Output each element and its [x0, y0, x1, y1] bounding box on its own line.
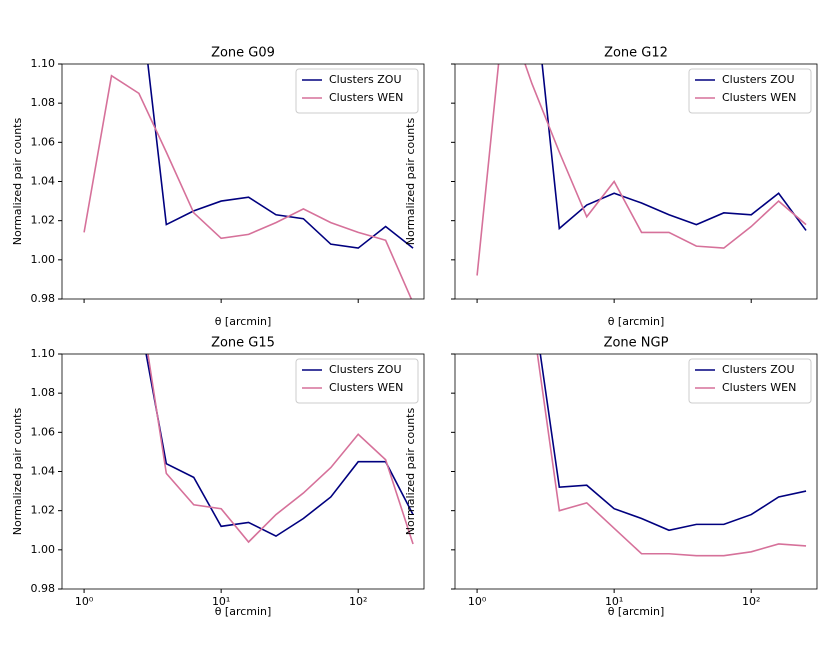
y-axis-label: Normalized pair counts [11, 118, 24, 246]
subplot-title: Zone NGP [604, 336, 669, 351]
y-tick-label: 1.04 [31, 175, 56, 188]
series-line [539, 354, 807, 532]
x-tick-label: 10² [742, 595, 760, 608]
y-tick-label: 1.10 [31, 57, 56, 70]
y-axis-label: Normalized pair counts [404, 118, 417, 246]
x-tick-label: 10¹ [605, 595, 623, 608]
y-tick-label: 1.08 [31, 96, 56, 109]
legend-label: Clusters WEN [722, 381, 796, 394]
subplot-title: Zone G12 [604, 46, 668, 61]
x-axis-label: θ [arcmin] [608, 605, 665, 618]
subplot: Zone G09 θ [arcmin] Normalized pair counts… [11, 46, 425, 328]
y-tick-label: 0.98 [31, 582, 56, 595]
y-tick-label: 1.10 [31, 347, 56, 360]
x-tick-label: 10⁰ [75, 595, 94, 608]
series-line [83, 74, 413, 299]
legend-label: Clusters ZOU [329, 363, 402, 376]
legend-box [688, 68, 812, 114]
x-tick-label: 10² [349, 595, 367, 608]
series-line [147, 354, 414, 545]
plot-frame [61, 353, 425, 590]
x-tick-label: 10⁰ [468, 595, 487, 608]
legend-box [295, 68, 419, 114]
y-axis-label: Normalized pair counts [404, 408, 417, 536]
subplot-title: Zone G15 [211, 336, 275, 351]
legend-label: Clusters ZOU [722, 363, 795, 376]
y-tick-label: 0.98 [31, 292, 56, 305]
x-axis-label: θ [arcmin] [608, 315, 665, 328]
series-line [541, 64, 807, 231]
series-line [536, 354, 807, 557]
series-line [145, 354, 414, 538]
legend-box [295, 358, 419, 404]
y-tick-label: 1.04 [31, 465, 56, 478]
legend-label: Clusters WEN [329, 91, 403, 104]
legend-label: Clusters WEN [329, 381, 403, 394]
series-line [476, 64, 807, 276]
plot-frame [61, 63, 425, 300]
y-tick-label: 1.08 [31, 386, 56, 399]
x-axis-label: θ [arcmin] [215, 315, 272, 328]
y-axis-label: Normalized pair counts [11, 408, 24, 536]
series-line [147, 64, 414, 249]
subplot: Zone G12 θ [arcmin] Normalized pair counts… [404, 46, 818, 328]
y-tick-label: 1.02 [31, 214, 56, 227]
y-tick-label: 1.06 [31, 135, 56, 148]
subplot: Zone NGP θ [arcmin] Normalized pair counts… [404, 336, 818, 618]
plot-frame [454, 353, 818, 590]
legend-label: Clusters WEN [722, 91, 796, 104]
legend-box [688, 358, 812, 404]
subplot: Zone G15 θ [arcmin] Normalized pair counts… [11, 336, 425, 618]
y-tick-label: 1.06 [31, 425, 56, 438]
legend-label: Clusters ZOU [722, 73, 795, 86]
subplot-title: Zone G09 [211, 46, 275, 61]
y-tick-label: 1.02 [31, 504, 56, 517]
plot-frame [454, 63, 818, 300]
y-tick-label: 1.00 [31, 543, 56, 556]
legend-label: Clusters ZOU [329, 73, 402, 86]
y-tick-label: 1.00 [31, 253, 56, 266]
x-axis-label: θ [arcmin] [215, 605, 272, 618]
x-tick-label: 10¹ [212, 595, 230, 608]
